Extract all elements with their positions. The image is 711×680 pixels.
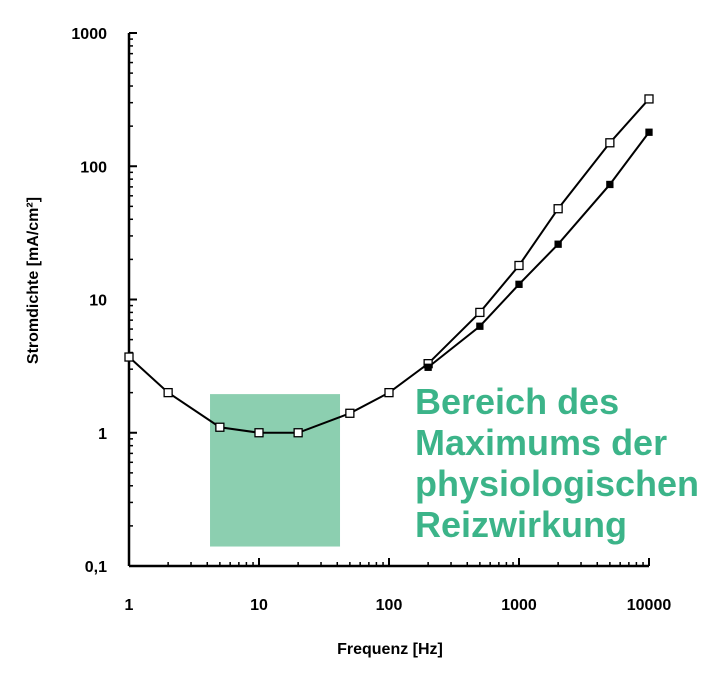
x-tick-label: 1	[125, 597, 134, 614]
series-1-point	[345, 408, 355, 418]
series-1-point	[605, 138, 615, 148]
series-1-point	[163, 387, 173, 398]
annotation-text: Bereich des Maximums der physiologischen…	[415, 381, 699, 545]
highlight-region	[210, 394, 341, 547]
x-axis-title: Frequenz [Hz]	[337, 641, 443, 658]
annotation-line-2: Maximums der	[415, 422, 668, 463]
series-1-point	[293, 428, 303, 438]
series-2-line	[427, 131, 650, 369]
series-1-point	[384, 387, 394, 398]
series-2-point	[645, 128, 653, 136]
x-tick-label: 1000	[501, 597, 537, 614]
series-1-point	[644, 94, 654, 104]
y-tick-label: 1	[98, 426, 107, 443]
y-axis-title: Stromdichte [mA/cm²]	[25, 197, 42, 364]
y-tick-label: 10	[89, 293, 107, 310]
y-tick-label: 100	[80, 159, 107, 176]
x-tick-label: 10	[250, 597, 268, 614]
series-1-point	[475, 307, 485, 318]
annotation-line-4: Reizwirkung	[415, 504, 628, 545]
series-2-point	[476, 322, 484, 330]
series-1-point	[124, 352, 134, 362]
series-2-point	[424, 363, 432, 371]
annotation-line-1: Bereich des	[415, 381, 620, 422]
series-2-point	[515, 280, 523, 288]
x-tick-label: 10000	[627, 597, 672, 614]
x-tick-label: 100	[376, 597, 403, 614]
series-1-point	[514, 260, 524, 271]
series-1-point	[553, 204, 563, 214]
series-1-point	[254, 428, 264, 438]
y-tick-label: 1000	[71, 26, 107, 43]
series-2-point	[606, 180, 614, 189]
series-2-point	[554, 240, 562, 248]
y-tick-label: 0,1	[85, 559, 107, 576]
annotation-line-3: physiologischen	[415, 463, 700, 504]
series-1-point	[215, 422, 225, 432]
